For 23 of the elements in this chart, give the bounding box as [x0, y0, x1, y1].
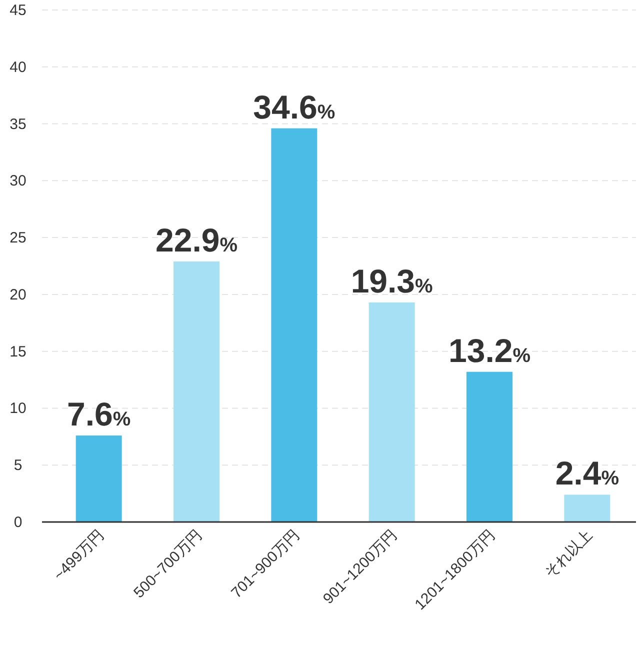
y-tick-label: 25	[10, 230, 26, 247]
data-label: 2.4%	[555, 454, 620, 492]
bar	[271, 128, 318, 522]
data-label: 13.2%	[448, 332, 531, 369]
y-tick-label: 15	[10, 343, 26, 360]
data-label: 7.6%	[66, 396, 131, 433]
bar	[368, 302, 415, 522]
data-label: 22.9%	[155, 221, 238, 258]
y-tick-label: 5	[14, 457, 22, 474]
bar	[564, 494, 610, 522]
x-tick-label: それ以上	[542, 526, 596, 582]
bar	[466, 372, 512, 522]
bar	[76, 436, 122, 522]
y-tick-label: 0	[14, 514, 22, 531]
y-tick-label: 40	[10, 58, 26, 76]
y-tick-label: 45	[10, 2, 26, 19]
y-tick-label: 30	[10, 172, 26, 190]
y-tick-label: 20	[10, 286, 26, 304]
data-label: 34.6%	[253, 88, 336, 126]
bar	[174, 261, 220, 522]
y-tick-label: 10	[10, 400, 26, 418]
y-tick-label: 35	[10, 116, 26, 133]
data-label: 19.3%	[350, 262, 434, 300]
